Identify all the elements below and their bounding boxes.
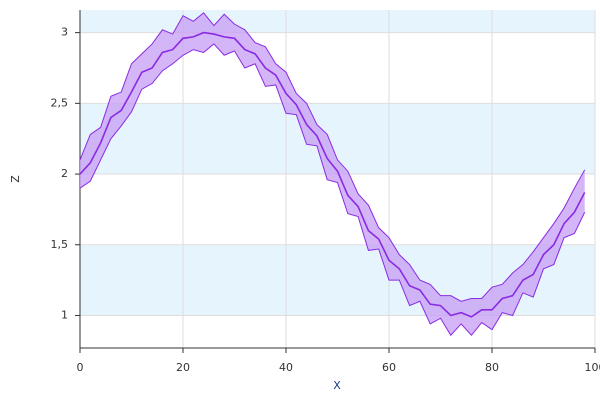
band-upper	[79, 12, 586, 302]
y-tick-label: 1	[61, 308, 68, 321]
band-area	[80, 12, 585, 336]
band-lower	[79, 43, 586, 337]
x-axis-label: X	[333, 379, 341, 392]
x-tick-label: 60	[382, 361, 396, 374]
y-tick-label: 1,5	[51, 238, 69, 251]
y-axis-label: Z	[9, 175, 22, 183]
x-tick-label: 0	[77, 361, 84, 374]
center-line	[79, 31, 586, 318]
x-tick-label: 20	[176, 361, 190, 374]
x-tick-label: 80	[485, 361, 499, 374]
stripe	[80, 10, 595, 33]
y-tick-label: 2	[61, 167, 68, 180]
y-tick-label: 3	[61, 26, 68, 39]
x-tick-label: 100	[585, 361, 600, 374]
y-tick-label: 2,5	[51, 96, 69, 109]
x-tick-label: 40	[279, 361, 293, 374]
